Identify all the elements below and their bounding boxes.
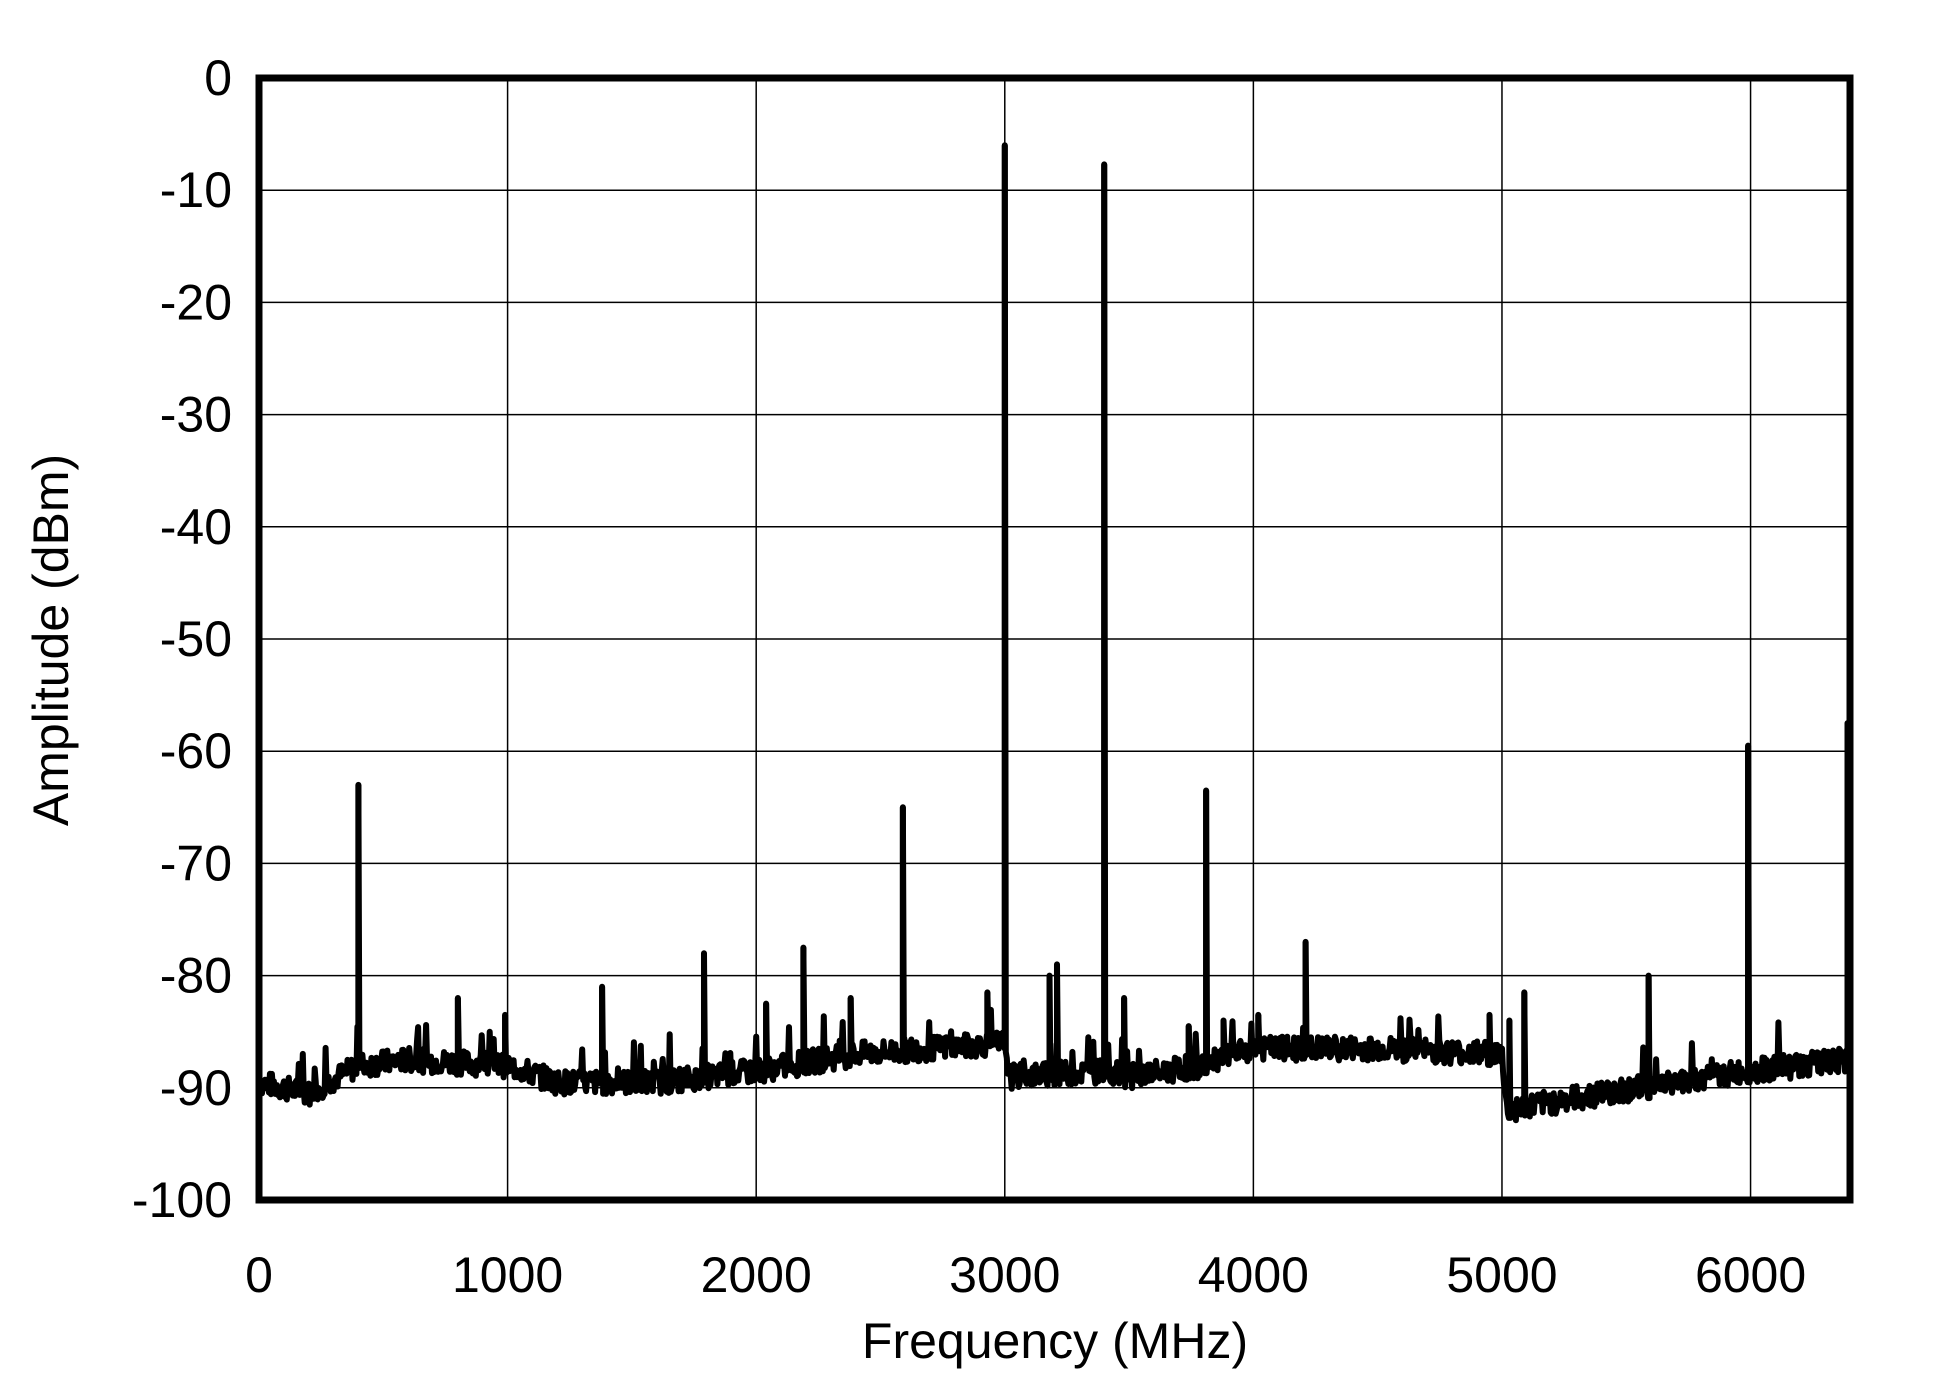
y-tick-label: -20 [160,274,232,330]
y-tick-label: -70 [160,835,232,891]
y-tick-labels: 0 -10 -20 -30 -40 -50 -60 -70 -80 -90 -100 [132,50,232,1228]
x-tick-label: 5000 [1446,1247,1557,1303]
y-tick-label: -90 [160,1060,232,1116]
x-tick-labels: 0 1000 2000 3000 4000 5000 6000 [245,1247,1806,1303]
y-tick-label: -60 [160,723,232,779]
y-tick-label: -100 [132,1172,232,1228]
x-tick-label: 3000 [949,1247,1060,1303]
y-tick-label: -50 [160,611,232,667]
plot-frame [255,74,1854,1204]
y-tick-label: -80 [160,948,232,1004]
x-tick-label: 6000 [1695,1247,1806,1303]
y-tick-label: -40 [160,499,232,555]
x-tick-label: 4000 [1198,1247,1309,1303]
y-axis-label: Amplitude (dBm) [23,454,79,826]
x-axis-label: Frequency (MHz) [862,1313,1248,1369]
y-tick-label: 0 [204,50,232,106]
y-tick-label: -10 [160,162,232,218]
x-tick-label: 0 [245,1247,273,1303]
spectrum-series [256,142,1852,1124]
y-tick-label: -30 [160,387,232,443]
x-tick-label: 1000 [452,1247,563,1303]
x-tick-label: 2000 [701,1247,812,1303]
